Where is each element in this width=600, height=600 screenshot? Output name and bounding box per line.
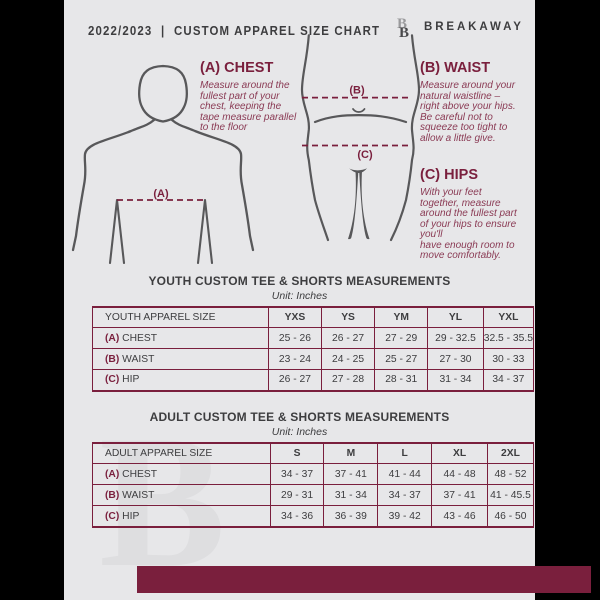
svg-text:(C): (C) bbox=[357, 149, 373, 161]
svg-text:(B): (B) bbox=[349, 85, 365, 97]
svg-text:(A): (A) bbox=[153, 188, 169, 200]
